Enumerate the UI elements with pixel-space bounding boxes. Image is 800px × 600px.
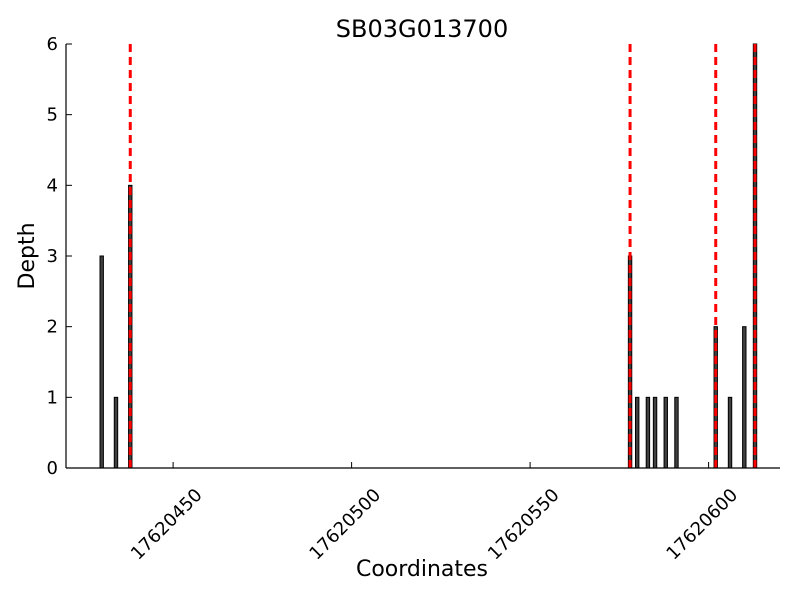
depth-bar: [727, 396, 733, 469]
y-tick-label: 2: [47, 317, 58, 338]
y-axis-label: Depth: [15, 222, 40, 289]
x-tick-label: 17620500: [305, 485, 385, 565]
depth-bar: [674, 396, 679, 469]
x-axis-label: Coordinates: [356, 557, 488, 582]
x-tick-label: 17620550: [484, 485, 564, 565]
depth-bar: [742, 326, 747, 469]
chart-title: SB03G013700: [336, 15, 508, 43]
bars-layer: [99, 43, 758, 469]
y-tick-label: 6: [47, 34, 58, 55]
depth-bar: [635, 396, 640, 469]
y-tick-label: 5: [47, 105, 58, 126]
y-tick-label: 3: [47, 246, 58, 267]
y-tick-label: 0: [47, 458, 58, 479]
axes-layer: 0 1 2 3 4 5 6 17620450 17620500 17620550 17620600: [47, 34, 780, 564]
depth-bar: [645, 396, 651, 469]
x-tick-label: 17620600: [662, 485, 742, 565]
depth-bar: [113, 396, 119, 469]
depth-bar: [663, 396, 668, 469]
depth-bar: [652, 396, 658, 469]
x-tick-label: 17620450: [127, 485, 207, 565]
depth-bar: [99, 255, 104, 469]
threshold-lines-layer: [128, 44, 757, 468]
y-tick-label: 4: [47, 175, 58, 196]
y-tick-label: 1: [47, 387, 58, 408]
